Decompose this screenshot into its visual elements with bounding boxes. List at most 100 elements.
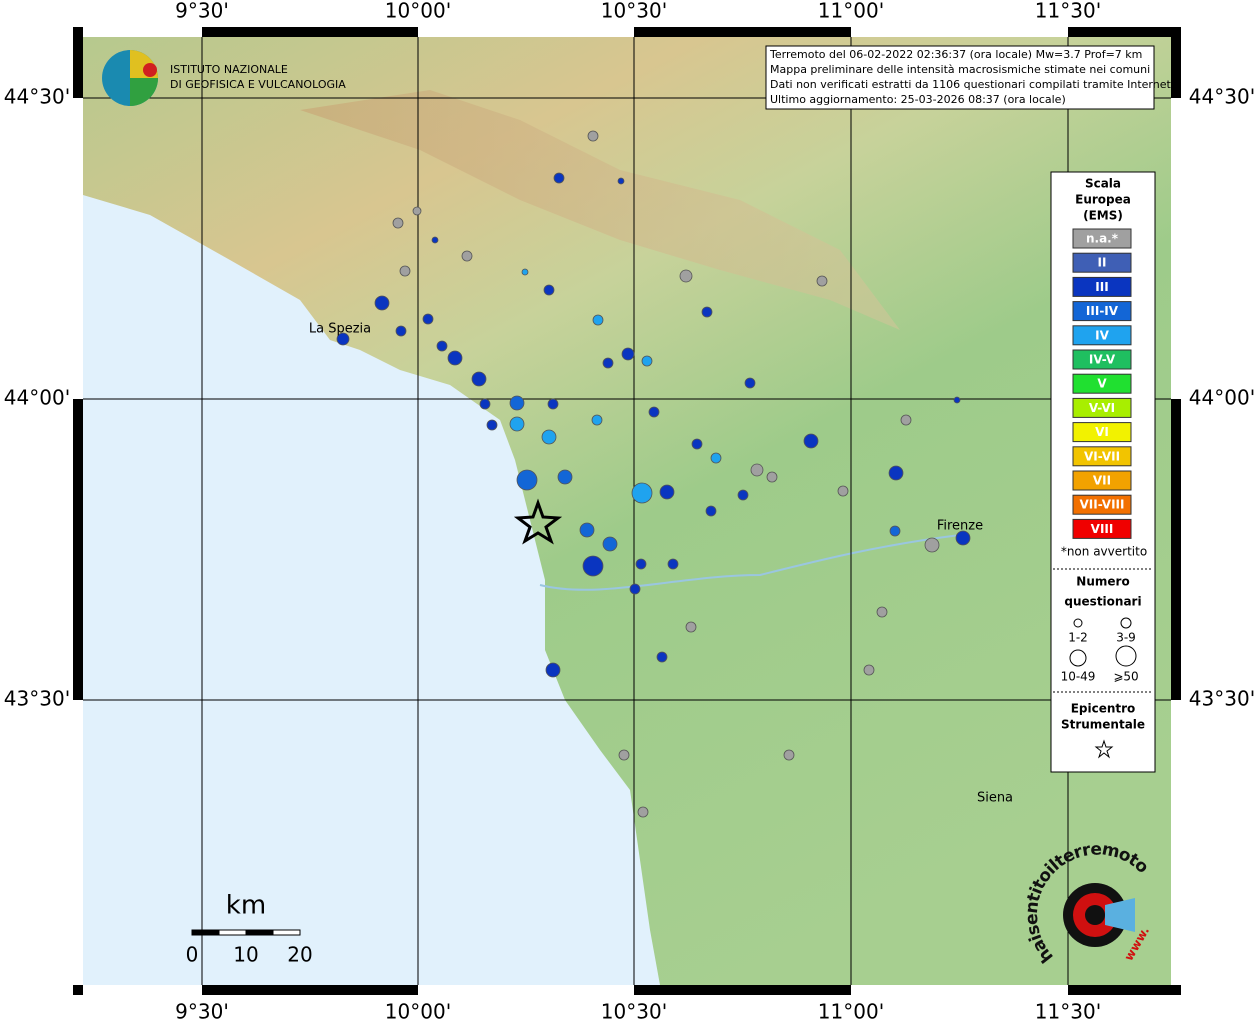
intensity-dot <box>479 398 491 410</box>
frame-segment <box>1171 98 1181 399</box>
size-symbol <box>1069 649 1087 667</box>
institute-line: ISTITUTO NAZIONALE <box>170 63 288 76</box>
intensity-dot <box>412 206 422 216</box>
longitude-label: 10°00' <box>385 0 451 23</box>
legend-title: Strumentale <box>1061 718 1145 732</box>
level-swatch <box>1072 494 1132 515</box>
intensity-dot <box>545 662 561 678</box>
frame-segment <box>1171 700 1181 985</box>
intensity-dot <box>461 250 473 262</box>
frame-segment <box>73 98 83 399</box>
intensity-dot <box>667 558 679 570</box>
size-label: 3-9 <box>1116 631 1136 645</box>
frame-segment <box>83 27 202 37</box>
legend-title: Epicentro <box>1071 702 1136 716</box>
latitude-label: 43°30' <box>1189 687 1255 711</box>
intensity-dot <box>582 555 604 577</box>
level-swatch <box>1072 252 1132 273</box>
scale-segment <box>245 929 274 936</box>
intensity-dot <box>900 414 912 426</box>
level-label: IV-V <box>1089 353 1116 367</box>
level-label: VII-VIII <box>1079 498 1124 512</box>
level-swatch <box>1072 301 1132 322</box>
size-symbol <box>1115 645 1137 667</box>
intensity-dot <box>705 505 717 517</box>
latitude-label: 44°30' <box>4 85 70 109</box>
longitude-label: 11°00' <box>818 1000 884 1024</box>
level-swatch <box>1072 446 1132 467</box>
frame-segment <box>851 27 1068 37</box>
epicenter-symbol <box>1094 739 1114 759</box>
intensity-dot <box>579 522 595 538</box>
level-label: V-VI <box>1089 401 1115 415</box>
level-swatch <box>1072 349 1132 370</box>
intensity-dot <box>691 438 703 450</box>
latitude-label: 44°30' <box>1189 85 1255 109</box>
intensity-dot <box>602 357 614 369</box>
intensity-dot <box>541 429 557 445</box>
level-swatch <box>1072 325 1132 346</box>
intensity-dot <box>783 749 795 761</box>
scale-unit: km <box>226 891 266 921</box>
intensity-dot <box>889 525 901 537</box>
intensity-dot <box>374 295 390 311</box>
longitude-label: 9°30' <box>175 1000 229 1024</box>
intensity-dot <box>648 406 660 418</box>
level-label: III-IV <box>1086 304 1119 318</box>
legend-note: *non avvertito <box>1061 545 1147 559</box>
intensity-dot <box>621 347 635 361</box>
epicenter <box>513 498 563 545</box>
intensity-dot <box>591 414 603 426</box>
frame-segment <box>418 985 634 995</box>
scale-label: 0 <box>186 943 199 967</box>
intensity-dot <box>656 651 668 663</box>
longitude-label: 9°30' <box>175 0 229 23</box>
level-swatch <box>1072 228 1132 249</box>
scale-segment <box>218 929 247 936</box>
level-swatch <box>1072 470 1132 491</box>
level-label: IV <box>1095 328 1109 342</box>
intensity-dot <box>953 396 961 404</box>
intensity-dot <box>924 537 940 553</box>
intensity-dot <box>509 395 525 411</box>
intensity-dot <box>750 463 764 477</box>
level-label: II <box>1098 256 1107 270</box>
legend-title: Scala <box>1085 177 1121 191</box>
intensity-dot <box>509 416 525 432</box>
institute-line: DI GEOFISICA E VULCANOLOGIA <box>170 78 346 91</box>
info-line: Mappa preliminare delle intensità macros… <box>770 63 1150 76</box>
intensity-dot <box>803 433 819 449</box>
longitude-label: 10°30' <box>601 1000 667 1024</box>
intensity-dot <box>701 306 713 318</box>
frame-segment <box>73 700 83 985</box>
intensity-dot <box>431 236 439 244</box>
intensity-dot <box>471 371 487 387</box>
legend-title: Europea <box>1075 193 1131 207</box>
info-line: Terremoto del 06-02-2022 02:36:37 (ora l… <box>769 48 1142 61</box>
longitude-label: 11°00' <box>818 0 884 23</box>
intensity-dot <box>618 749 630 761</box>
level-swatch <box>1072 422 1132 443</box>
level-swatch <box>1072 276 1132 297</box>
frame-segment <box>418 27 634 37</box>
level-label: VII <box>1093 474 1111 488</box>
intensity-dot <box>516 469 538 491</box>
longitude-label: 10°00' <box>385 1000 451 1024</box>
scale-segment <box>191 929 220 936</box>
intensity-dot <box>955 530 971 546</box>
longitude-label: 11°30' <box>1035 0 1101 23</box>
intensity-dot <box>553 172 565 184</box>
intensity-dot <box>587 130 599 142</box>
info-line: Ultimo aggiornamento: 25-03-2026 08:37 (… <box>770 93 1066 106</box>
intensity-dot <box>637 806 649 818</box>
size-symbol <box>1120 617 1132 629</box>
intensity-dot <box>395 325 407 337</box>
intensity-dot <box>863 664 875 676</box>
intensity-dot <box>617 177 625 185</box>
intensity-dot <box>629 583 641 595</box>
place-label: Siena <box>977 791 1013 806</box>
intensity-dot <box>679 269 693 283</box>
intensity-dot <box>602 536 618 552</box>
intensity-dot <box>447 350 463 366</box>
